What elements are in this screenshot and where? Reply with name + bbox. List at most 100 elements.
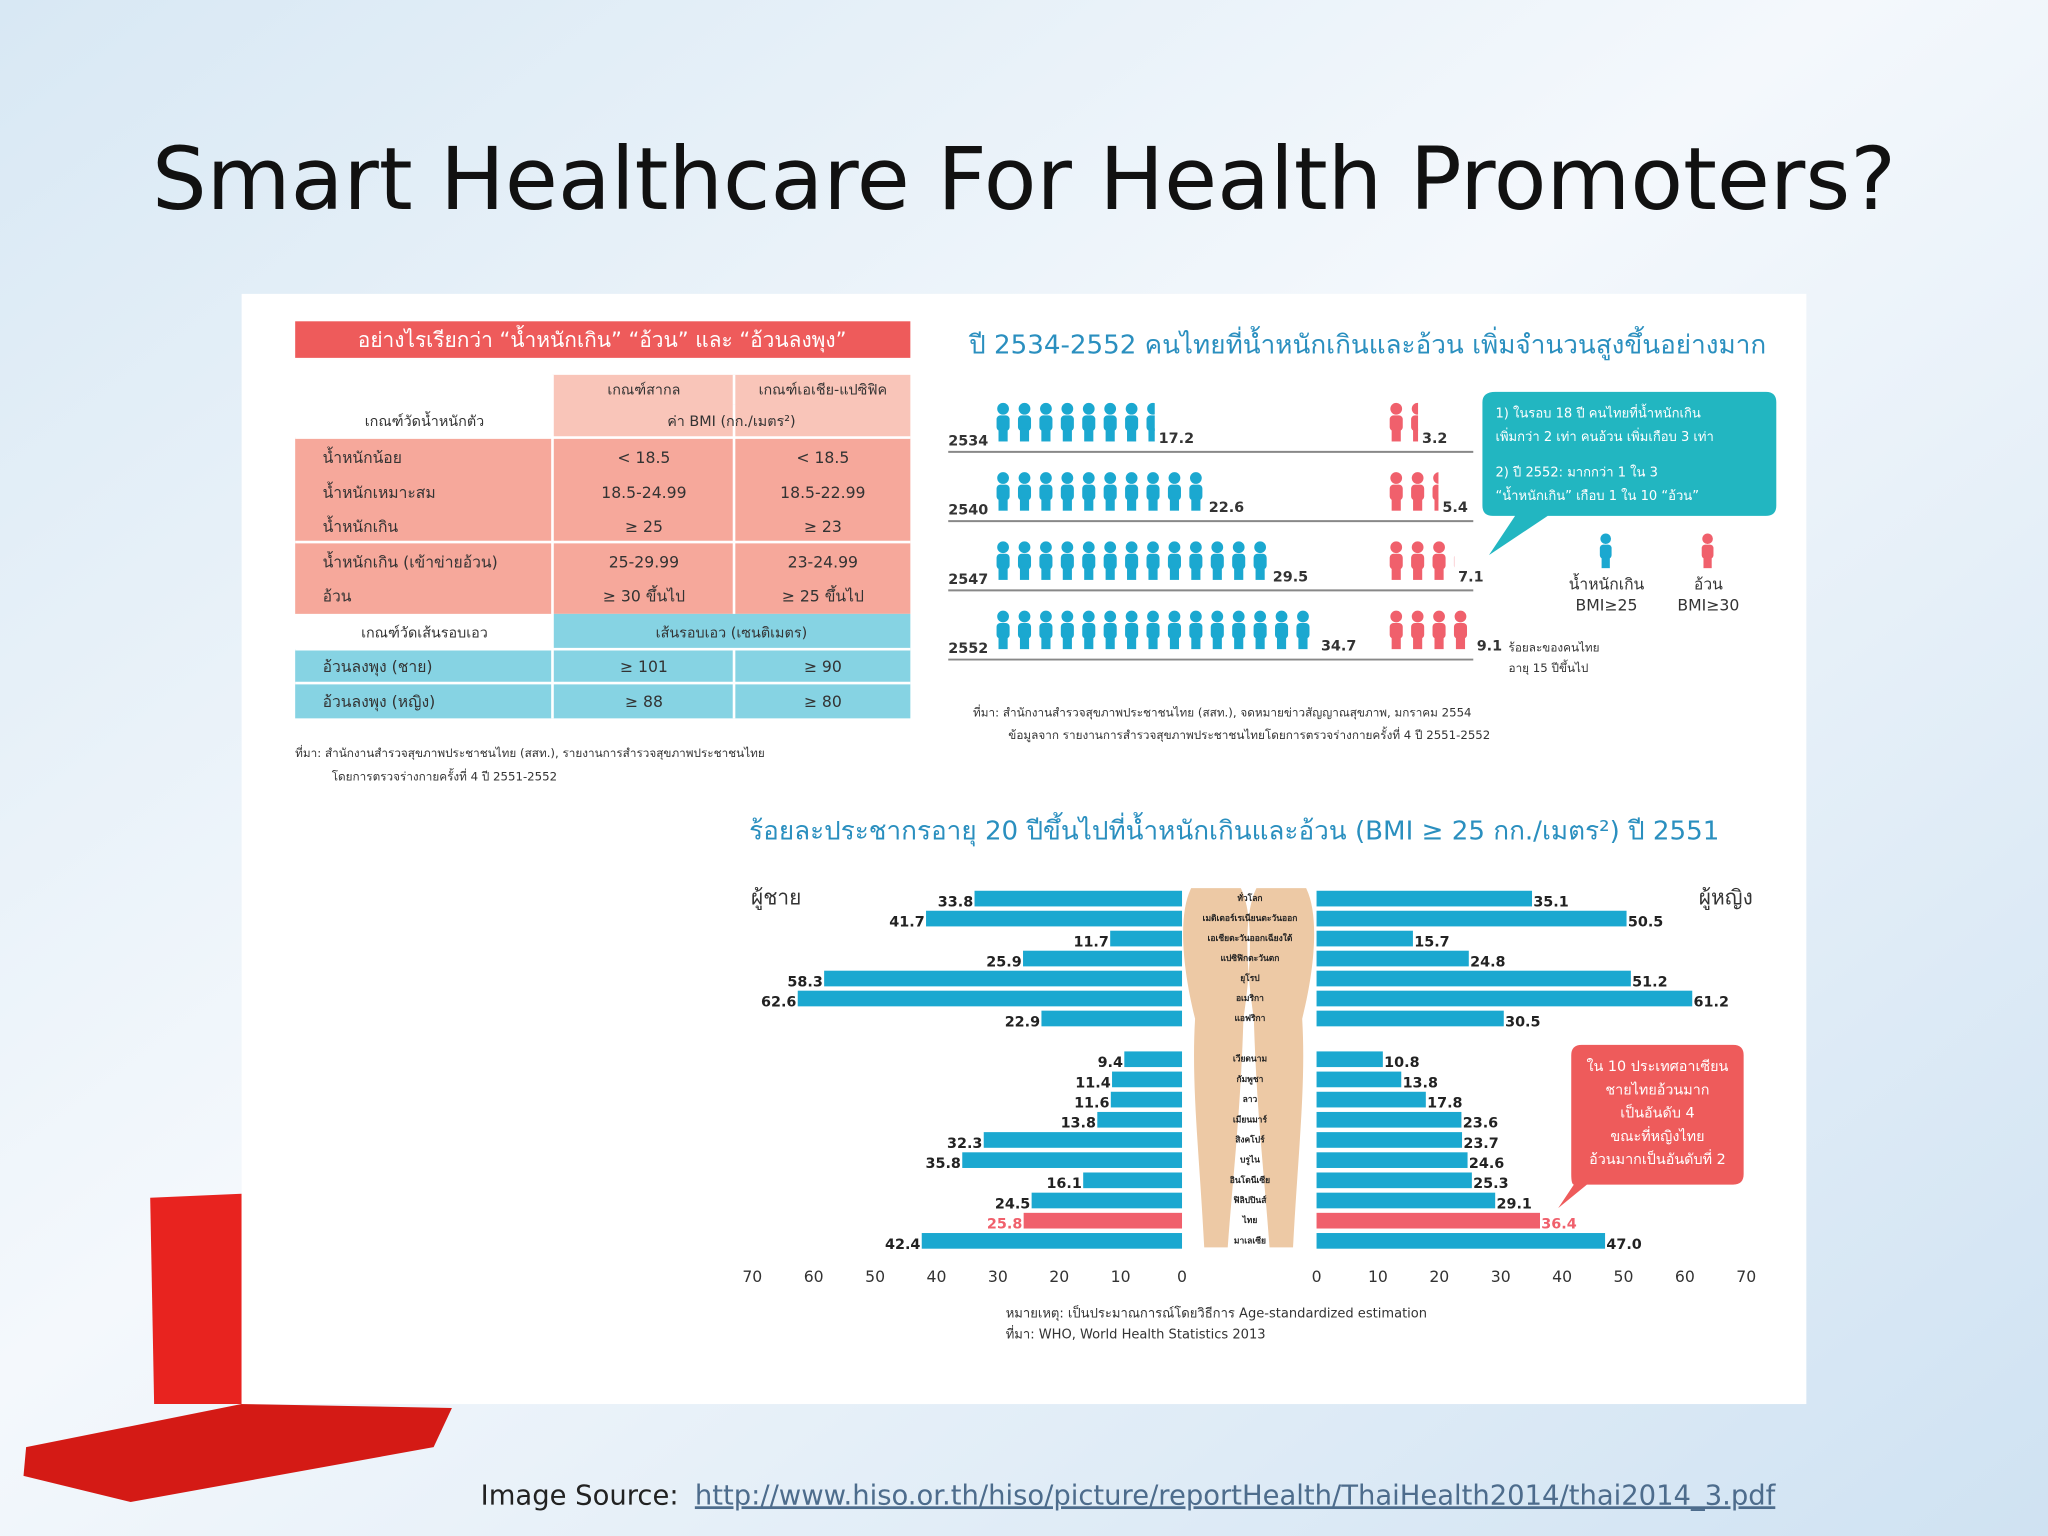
person-icon-legs (1127, 428, 1137, 442)
table-cell: ≥ 25 (625, 517, 663, 536)
person-icon-legs (1105, 428, 1115, 442)
person-icon-legs (1041, 636, 1051, 650)
value-label: 11.4 (1075, 1075, 1110, 1091)
person-icon-head (1211, 610, 1224, 623)
table-row-label: น้ำหนักเกิน (เข้าข่ายอ้วน) (323, 550, 498, 571)
person-icon-head (1702, 533, 1713, 545)
x-tick-label: 20 (1049, 1267, 1069, 1286)
person-icon-body (1060, 484, 1074, 501)
person-icon-head (1125, 472, 1138, 484)
bar (1316, 970, 1631, 987)
person-icon-head (1147, 402, 1155, 415)
bar (974, 890, 1183, 907)
trend-note: อายุ 15 ปีขึ้นไป (1509, 659, 1589, 675)
x-tick-label: 40 (1552, 1267, 1572, 1286)
trend-title: ปี 2534-2552 คนไทยที่น้ำหนักเกินและอ้วน … (968, 326, 1766, 361)
person-icon-head (1189, 472, 1202, 484)
value-label: 24.5 (995, 1196, 1030, 1212)
person-icon-body (1060, 553, 1074, 570)
person-icon-head (1147, 541, 1159, 554)
callout-box (1482, 391, 1777, 556)
value-label: 29.5 (1273, 569, 1308, 585)
value-label: 9.4 (1098, 1055, 1123, 1071)
x-tick-label: 40 (927, 1267, 947, 1286)
chart-note: หมายเหตุ: เป็นประมาณการณ์โดยวิธีการ Age-… (1006, 1303, 1427, 1321)
person-icon-legs (1127, 497, 1137, 511)
person-icon-legs (1062, 636, 1072, 650)
waist-header-cell (552, 613, 911, 650)
table-cell: < 18.5 (617, 448, 670, 467)
person-icon-legs (1234, 636, 1244, 650)
value-label: 22.6 (1209, 500, 1244, 516)
bar (797, 990, 1183, 1007)
person-icon-head (1189, 541, 1202, 554)
person-icon-head (1061, 472, 1074, 484)
person-icon-body (1453, 556, 1455, 567)
person-icon-body (1125, 484, 1139, 501)
callout-text: 1) ในรอบ 18 ปี คนไทยที่น้ำหนักเกิน (1495, 404, 1700, 422)
person-icon-head (1018, 541, 1031, 554)
person-icon-legs (1019, 428, 1030, 442)
person-icon-body (1189, 484, 1203, 501)
value-label: 33.8 (938, 895, 973, 911)
table-header: ค่า BMI (กก./เมตร²) (667, 414, 795, 430)
person-icon-body (1103, 484, 1117, 501)
person-icon-body (1082, 623, 1096, 639)
person-icon-body (996, 553, 1010, 570)
bar (1031, 1192, 1183, 1209)
person-icon-legs (1169, 566, 1180, 580)
table-cell: ≥ 30 ขึ้นไป (603, 584, 685, 605)
value-label: 25.3 (1473, 1176, 1508, 1192)
person-icon-head (1040, 472, 1052, 484)
person-icon-legs (1191, 497, 1201, 511)
person-icon-head (1433, 541, 1445, 554)
category-label: ลาว (1243, 1094, 1258, 1104)
legend-label: BMI≥25 (1576, 596, 1638, 615)
person-icon-legs (1084, 636, 1094, 650)
person-icon-legs (1413, 636, 1423, 650)
source-link[interactable]: http://www.hiso.or.th/hiso/picture/repor… (695, 1480, 1777, 1511)
table-header-cell (552, 374, 911, 438)
person-icon-legs (1601, 556, 1610, 569)
slide-title: Smart Healthcare For Health Promoters? (152, 130, 1896, 230)
bar (921, 1233, 1183, 1249)
person-icon-body (1167, 553, 1181, 570)
value-label: 47.0 (1606, 1237, 1641, 1253)
pictogram-bar (996, 541, 1267, 580)
category-label: อเมริกา (1236, 993, 1264, 1003)
person-icon-head (1254, 541, 1267, 554)
person-icon-legs (1062, 566, 1072, 580)
value-label: 29.1 (1496, 1196, 1531, 1212)
person-icon-legs (1105, 636, 1115, 650)
person-icon-legs (1148, 636, 1158, 650)
legend-icon (1701, 533, 1714, 569)
pictogram-bar (1389, 402, 1419, 442)
table-row-label: อ้วนลงพุง (ชาย) (323, 657, 433, 677)
pictogram-bar (1389, 472, 1439, 511)
person-icon-body (1039, 553, 1053, 570)
bar (1316, 1192, 1496, 1209)
callout-text: “น้ำหนักเกิน” เกือบ 1 ใน 10 “อ้วน” (1495, 486, 1698, 504)
person-icon-legs (1391, 428, 1401, 442)
table-cell: ≥ 23 (804, 517, 842, 536)
bar (1316, 1010, 1504, 1027)
table-cell: ≥ 90 (804, 657, 842, 676)
pictogram-bar (996, 472, 1203, 511)
table-header: เกณฑ์วัดน้ำหนักตัว (365, 411, 484, 430)
person-icon-head (1390, 402, 1403, 415)
person-icon-head (997, 610, 1009, 623)
callout-text: 2) ปี 2552: มากกว่า 1 ใน 3 (1495, 464, 1657, 480)
table-cell: 25-29.99 (609, 552, 679, 571)
laptop-screen (150, 1193, 242, 1405)
person-icon-head (1040, 610, 1052, 623)
person-icon-head (1018, 472, 1031, 484)
x-tick-label: 60 (804, 1267, 824, 1286)
person-icon-head (1411, 472, 1424, 484)
person-icon-head (1232, 541, 1245, 554)
category-label: กัมพูชา (1237, 1074, 1264, 1085)
value-label: 17.2 (1159, 431, 1194, 447)
year-label: 2540 (948, 503, 988, 519)
category-label: ไทย (1242, 1215, 1258, 1225)
person-icon-head (1125, 610, 1138, 623)
category-label: แปซิฟิกตะวันตก (1220, 953, 1279, 963)
